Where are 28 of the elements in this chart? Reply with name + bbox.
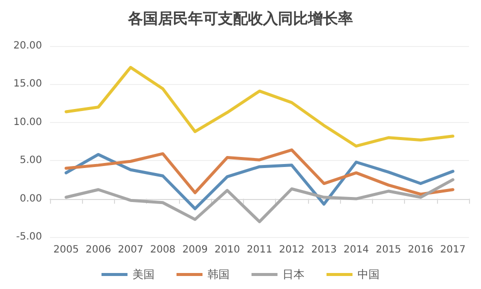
x-tick-label: 2013 bbox=[311, 244, 337, 256]
x-tick-label: 2009 bbox=[182, 244, 208, 256]
x-tick-label: 2014 bbox=[343, 244, 369, 256]
x-tick-label: 2011 bbox=[246, 244, 272, 256]
x-tick-label: 2015 bbox=[376, 244, 402, 256]
x-tick-label: 2007 bbox=[118, 244, 144, 256]
x-tick-label: 2012 bbox=[279, 244, 304, 256]
line-series bbox=[64, 148, 454, 196]
line-series bbox=[64, 66, 454, 148]
y-tick-label: 20.00 bbox=[13, 40, 42, 52]
y-tick-label: 0.00 bbox=[20, 193, 42, 204]
x-tick-label: 2017 bbox=[440, 244, 466, 256]
x-tick-label: 2006 bbox=[86, 244, 112, 256]
line-series bbox=[64, 178, 454, 224]
legend-label: 日本 bbox=[282, 268, 304, 281]
x-tick-label: 2010 bbox=[214, 244, 240, 256]
legend-label: 美国 bbox=[132, 268, 154, 281]
legend-label: 中国 bbox=[358, 268, 380, 281]
y-tick-label: -5.00 bbox=[16, 232, 42, 242]
legend-label: 韩国 bbox=[208, 268, 230, 281]
y-tick-label: 5.00 bbox=[20, 155, 42, 166]
y-tick-label: 15.00 bbox=[13, 78, 42, 90]
x-tick-label: 2016 bbox=[408, 244, 434, 256]
x-tick-label: 2008 bbox=[150, 244, 176, 256]
x-tick-label: 2005 bbox=[53, 244, 79, 256]
line-series bbox=[64, 152, 454, 210]
chart-title: 各国居民年可支配收入同比增长率 bbox=[127, 10, 353, 28]
y-tick-label: 10.00 bbox=[13, 116, 42, 128]
